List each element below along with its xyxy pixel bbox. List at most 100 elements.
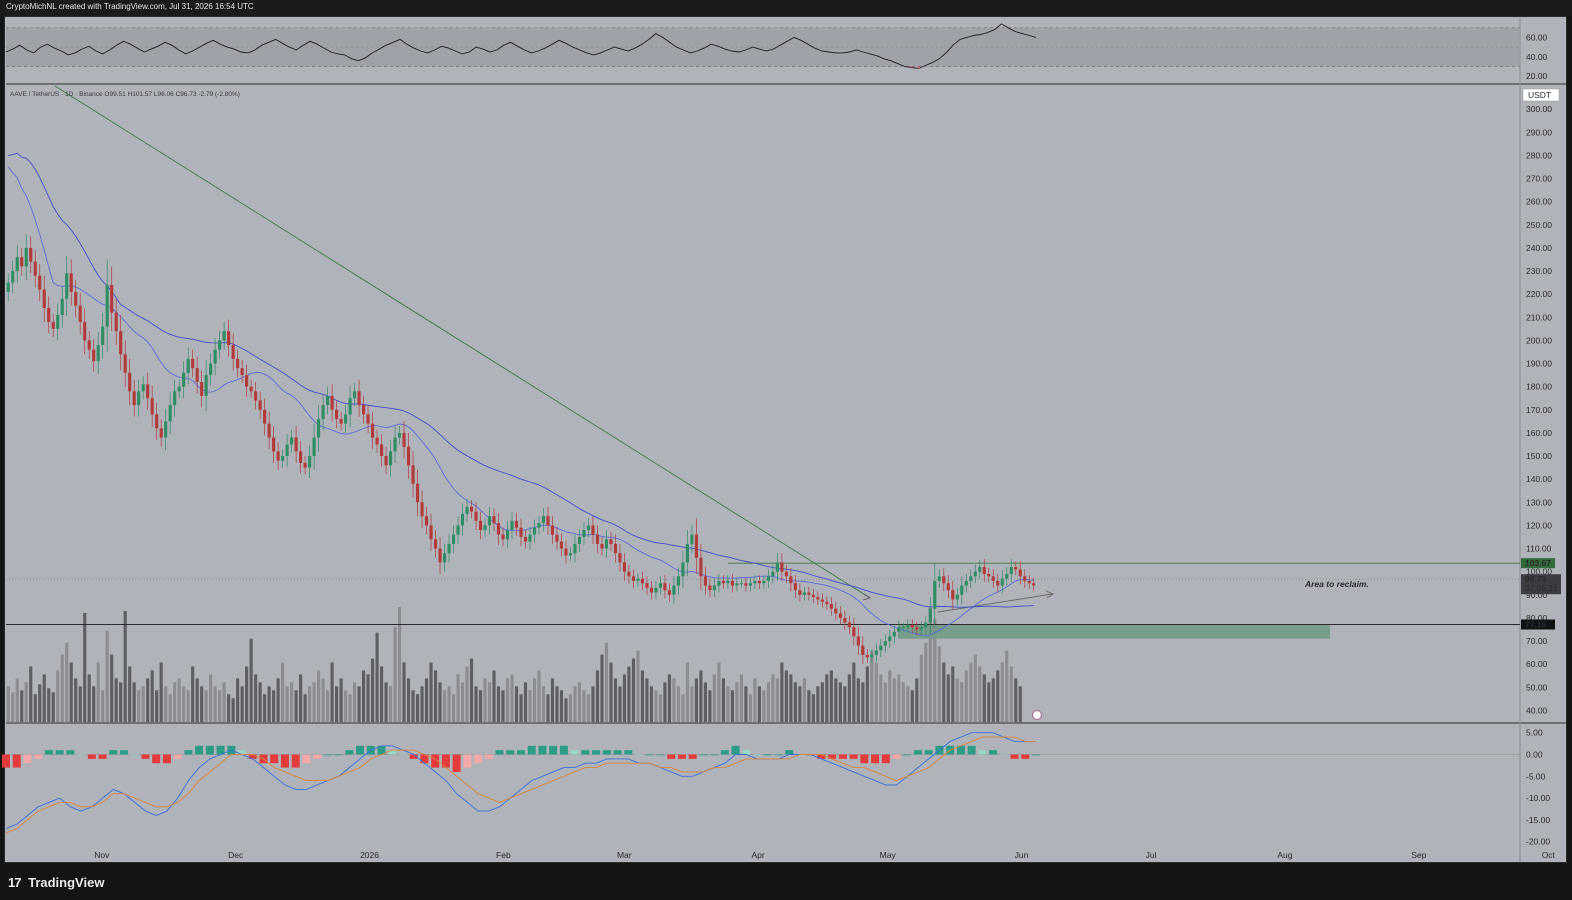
volume-bar xyxy=(681,694,685,722)
volume-bar xyxy=(888,670,892,722)
macd-tick-label: 0.00 xyxy=(1526,750,1543,760)
candle-body xyxy=(191,358,195,369)
candle-body xyxy=(69,273,73,292)
candle-body xyxy=(406,446,411,466)
macd-histogram-bar xyxy=(978,750,987,755)
chart-canvas[interactable]: 60.00 40.00 20.00 300.00 290.00 280.00 270.00 2… xyxy=(0,0,1572,865)
volume-bar xyxy=(946,674,950,722)
volume-bar xyxy=(510,674,514,722)
volume-bar xyxy=(137,690,141,722)
macd-histogram-bar xyxy=(345,750,354,755)
volume-bar xyxy=(406,678,411,722)
candle-body xyxy=(123,354,127,373)
price-tick-label: 100.00 xyxy=(1526,567,1552,577)
macd-tick-label: -15.00 xyxy=(1526,815,1550,825)
candle-body xyxy=(519,527,523,537)
macd-tick-label: -10.00 xyxy=(1526,793,1550,803)
volume-bar xyxy=(987,682,991,722)
price-tick-label: 280.00 xyxy=(1526,150,1552,160)
reclaim-zone xyxy=(898,624,1330,639)
candle-body xyxy=(834,608,838,614)
time-tick-label: May xyxy=(880,850,897,860)
time-tick-label: Jun xyxy=(1015,850,1029,860)
candle-body xyxy=(362,405,366,415)
macd-histogram-bar xyxy=(967,745,976,755)
header-caption: CryptoMichNL created with TradingView.co… xyxy=(6,2,254,11)
candle-body xyxy=(766,576,770,581)
candle-body xyxy=(690,534,694,544)
resistance-badge: 103.67 xyxy=(1525,558,1551,568)
candle-body xyxy=(276,451,280,461)
macd-histogram-bar xyxy=(549,745,558,755)
candle-body xyxy=(47,308,51,322)
candle-body xyxy=(505,530,510,540)
candle-body xyxy=(1014,567,1018,570)
volume-bar xyxy=(424,678,429,722)
candle-body xyxy=(537,523,541,528)
candle-body xyxy=(487,516,492,526)
candle-body xyxy=(541,516,546,524)
macd-histogram-bar xyxy=(635,754,644,756)
candle-body xyxy=(564,548,568,556)
macd-histogram-bar xyxy=(55,750,64,755)
volume-bar xyxy=(559,690,564,722)
candle-body xyxy=(681,562,685,577)
volume-bar xyxy=(447,686,451,722)
volume-bar xyxy=(978,666,982,722)
volume-bar xyxy=(802,678,806,722)
volume-bar xyxy=(96,662,100,722)
candle-body xyxy=(87,340,91,350)
candle-body xyxy=(811,594,815,598)
candle-body xyxy=(393,437,397,452)
candle-body xyxy=(546,516,550,526)
volume-bar xyxy=(703,682,707,722)
time-tick-label: Mar xyxy=(617,850,632,860)
macd-histogram-bar xyxy=(195,745,204,755)
volume-bar xyxy=(330,662,334,722)
time-tick-label: Oct xyxy=(1542,850,1556,860)
currency-box[interactable] xyxy=(1522,88,1560,102)
candle-body xyxy=(892,631,896,637)
candle-body xyxy=(56,314,60,329)
volume-bar xyxy=(649,686,654,722)
time-tick-label: Sep xyxy=(1411,850,1426,860)
volume-bar xyxy=(87,674,91,722)
candle-body xyxy=(802,592,806,595)
volume-bar xyxy=(83,612,87,722)
candle-body xyxy=(946,583,950,591)
candle-body xyxy=(119,331,123,355)
candle-body xyxy=(249,386,253,392)
candle-body xyxy=(874,650,878,655)
candle-body xyxy=(137,391,141,406)
volume-bar xyxy=(415,694,420,722)
candle-body xyxy=(227,331,231,346)
macd-histogram-bar xyxy=(120,750,129,755)
price-tick-label: 180.00 xyxy=(1526,382,1552,392)
candle-body xyxy=(236,358,240,369)
time-tick-label: Dec xyxy=(228,850,244,860)
price-tick-label: 270.00 xyxy=(1526,174,1552,184)
candle-body xyxy=(789,576,793,584)
candle-body xyxy=(879,645,883,651)
alert-icon[interactable] xyxy=(1032,710,1042,720)
volume-bar xyxy=(1018,686,1022,722)
candle-body xyxy=(699,557,703,577)
candle-body xyxy=(312,437,316,457)
macd-histogram-bar xyxy=(141,754,150,759)
macd-histogram-bar xyxy=(592,750,601,755)
macd-histogram-bar xyxy=(871,754,880,764)
macd-histogram-bar xyxy=(538,745,547,755)
candle-body xyxy=(15,257,19,272)
candle-body xyxy=(474,511,478,521)
time-tick-label: Aug xyxy=(1277,850,1292,860)
tradingview-brand[interactable]: 17 TradingView xyxy=(8,875,104,890)
candle-body xyxy=(6,282,10,292)
candle-body xyxy=(798,590,802,595)
macd-histogram-bar xyxy=(710,754,719,756)
volume-bar xyxy=(694,678,698,722)
volume-bar xyxy=(708,690,712,722)
macd-histogram-bar xyxy=(291,754,300,768)
candle-body xyxy=(456,525,460,535)
volume-bar xyxy=(240,686,244,722)
macd-histogram-bar xyxy=(409,754,418,759)
